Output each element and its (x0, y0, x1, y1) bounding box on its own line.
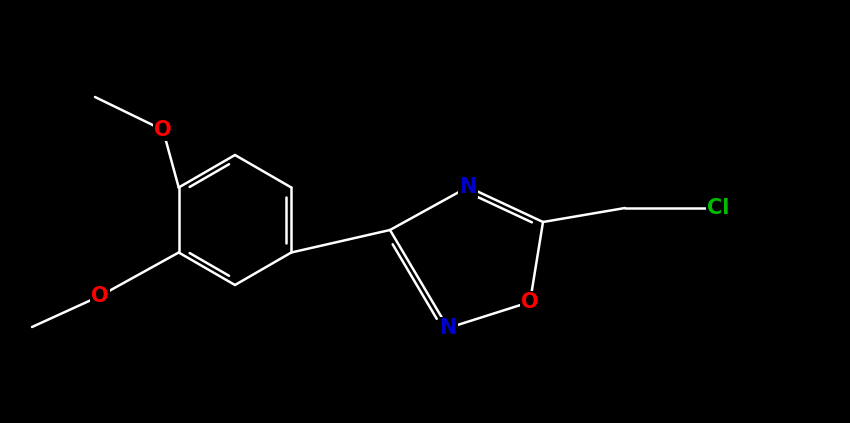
Text: O: O (154, 120, 172, 140)
Text: N: N (439, 318, 456, 338)
Text: Cl: Cl (707, 198, 729, 218)
Text: N: N (459, 177, 477, 197)
Text: O: O (91, 286, 109, 306)
Text: O: O (521, 292, 539, 312)
